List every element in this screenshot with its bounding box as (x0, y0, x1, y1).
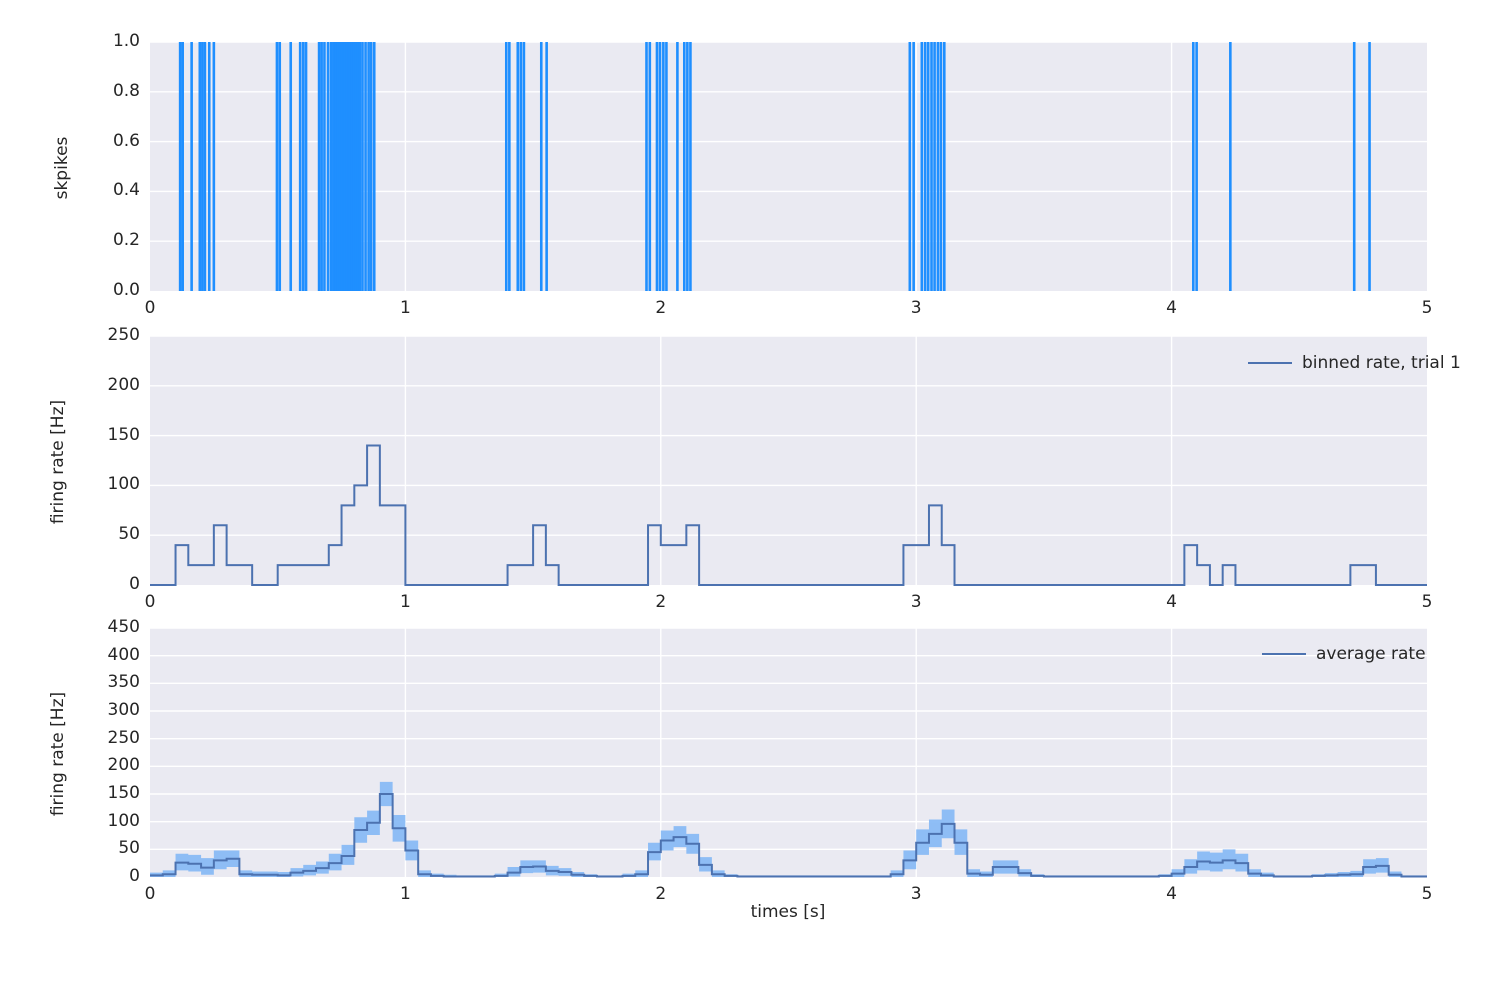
ytick-label: 0.8 (112, 80, 140, 101)
ytick-label: 200 (107, 755, 140, 776)
xtick-label: 0 (144, 298, 156, 318)
xtick-label: 0 (144, 884, 156, 904)
ytick-label: 50 (118, 524, 140, 545)
legend-line-swatch-binned-rate (1248, 362, 1292, 364)
ytick-label: 150 (107, 783, 140, 803)
ytick-label: 100 (107, 810, 140, 831)
xtick-label: 3 (910, 592, 922, 612)
ytick-label: 0.6 (112, 130, 140, 151)
xtick-label: 2 (655, 298, 667, 318)
ytick-label: 400 (107, 644, 140, 665)
ytick-label: 0.2 (112, 230, 140, 251)
ytick-label: 350 (107, 672, 140, 693)
ytick-label: 300 (107, 700, 140, 720)
xtick-label: 2 (655, 884, 667, 904)
legend-average-rate: average rate (1262, 644, 1426, 664)
xtick-label: 4 (1166, 884, 1177, 904)
xtick-label: 1 (399, 298, 411, 318)
rate-line (150, 444, 1427, 586)
xtick-label: 2 (655, 592, 667, 612)
legend-binned-rate: binned rate, trial 1 (1248, 353, 1461, 373)
xtick-label: 3 (910, 298, 922, 318)
legend-label-average-rate: average rate (1316, 644, 1426, 664)
legend-label-binned-rate: binned rate, trial 1 (1302, 353, 1461, 373)
xtick-label: 1 (399, 592, 411, 612)
ytick-label: 250 (107, 325, 140, 345)
ytick-label: 0 (129, 866, 140, 886)
xtick-label: 4 (1166, 298, 1177, 318)
rate-line (150, 793, 1427, 878)
ytick-label: 100 (107, 474, 140, 495)
xtick-label: 4 (1166, 592, 1177, 612)
ytick-label: 450 (107, 617, 140, 637)
xtick-label: 5 (1421, 884, 1433, 904)
xtick-label: 5 (1421, 592, 1433, 612)
ytick-label: 200 (107, 374, 140, 395)
xtick-label: 1 (399, 884, 411, 904)
ytick-label: 50 (118, 838, 140, 859)
axis-label-x: times [s] (750, 902, 826, 922)
xtick-label: 0 (144, 592, 156, 612)
ytick-label: 250 (107, 727, 140, 748)
ytick-label: 0 (129, 574, 140, 594)
legend-line-swatch-average-rate (1262, 653, 1306, 655)
ytick-label: 150 (107, 424, 140, 445)
spike-marks (178, 42, 1371, 291)
xtick-label: 3 (910, 884, 922, 904)
ytick-label: 0.0 (112, 280, 140, 300)
xtick-label: 5 (1421, 298, 1433, 318)
binned-rate-panel (150, 336, 1427, 585)
ytick-label: 0.4 (112, 180, 140, 201)
ytick-label: 1.0 (112, 31, 140, 51)
